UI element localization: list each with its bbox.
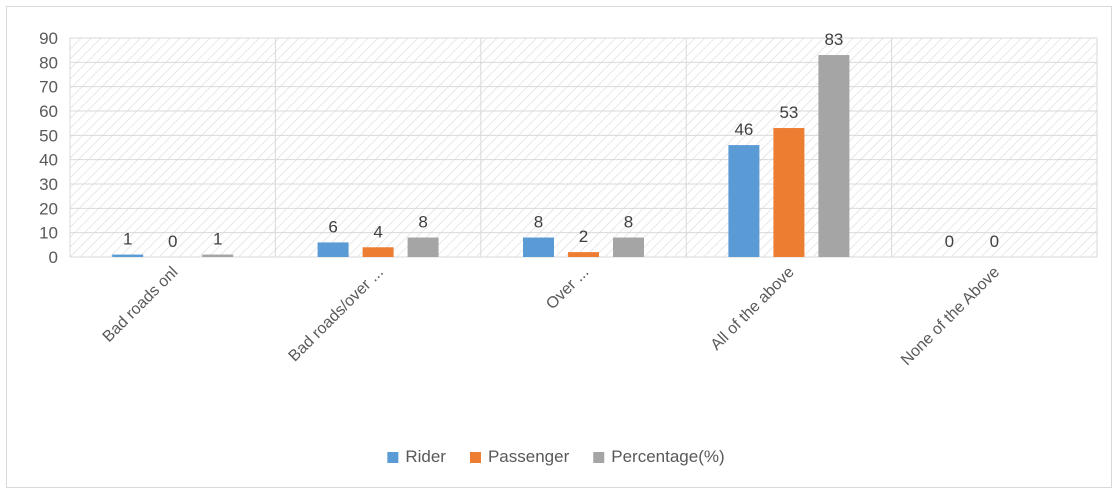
bar-percentage- <box>613 237 644 257</box>
legend-label: Passenger <box>488 447 570 466</box>
data-label: 2 <box>579 227 588 246</box>
bar-passenger <box>568 252 599 257</box>
category-label: None of the Above <box>898 264 1003 369</box>
legend-label: Percentage(%) <box>611 447 724 466</box>
y-tick-label: 60 <box>39 102 58 121</box>
y-tick-label: 40 <box>39 151 58 170</box>
data-label: 0 <box>168 232 177 251</box>
bar-percentage- <box>202 254 234 257</box>
category-label: Bad roads onl <box>100 264 182 346</box>
data-label: 1 <box>123 230 132 249</box>
data-label: 0 <box>945 232 954 251</box>
data-label: 46 <box>734 120 753 139</box>
data-label: 6 <box>328 217 337 236</box>
y-tick-label: 10 <box>39 224 58 243</box>
bar-rider <box>112 254 144 257</box>
legend-swatch <box>593 452 605 463</box>
category-label: Bad roads/over ... <box>286 264 387 365</box>
legend-label: Rider <box>405 447 446 466</box>
bar-percentage- <box>818 55 850 258</box>
y-tick-label: 50 <box>39 126 58 145</box>
plot-area <box>70 38 1097 257</box>
data-label: 53 <box>779 103 798 122</box>
category-label: All of the above <box>708 264 798 354</box>
y-tick-label: 30 <box>39 175 58 194</box>
y-tick-label: 90 <box>39 29 58 48</box>
bar-passenger <box>773 128 805 257</box>
data-label: 8 <box>624 213 633 232</box>
data-label: 8 <box>418 213 427 232</box>
bar-percentage- <box>407 237 439 257</box>
data-label: 1 <box>213 230 222 249</box>
bar-passenger <box>362 247 394 257</box>
legend-swatch <box>469 452 481 463</box>
bar-rider <box>728 145 760 257</box>
data-label: 8 <box>534 213 543 232</box>
y-tick-label: 0 <box>49 248 58 267</box>
data-label: 83 <box>824 30 843 49</box>
y-tick-label: 70 <box>39 78 58 97</box>
data-label: 0 <box>990 232 999 251</box>
y-tick-label: 20 <box>39 199 58 218</box>
category-label: Over ... <box>543 264 592 313</box>
bar-rider <box>523 237 554 257</box>
y-tick-label: 80 <box>39 53 58 72</box>
data-label: 4 <box>373 222 382 241</box>
legend-swatch <box>387 452 399 463</box>
bar-rider <box>317 242 349 257</box>
